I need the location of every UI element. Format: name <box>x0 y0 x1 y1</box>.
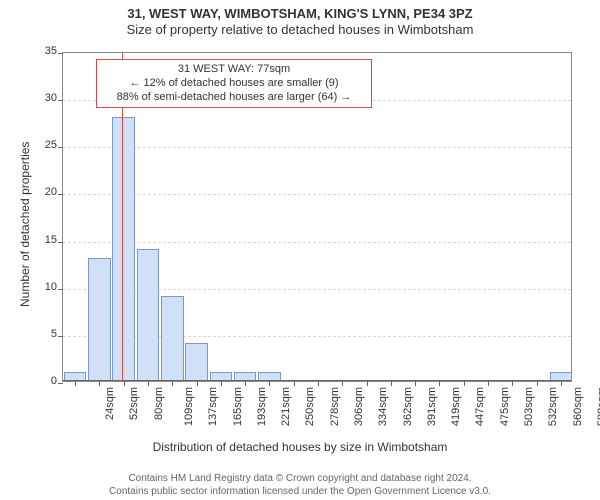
x-tick-label: 24sqm <box>104 387 116 420</box>
annotation-line-2: 88% of semi-detached houses are larger (… <box>105 91 363 105</box>
x-tick-label: 532sqm <box>547 387 559 426</box>
x-tick-label: 278sqm <box>329 387 341 426</box>
footer: Contains HM Land Registry data © Crown c… <box>0 472 600 498</box>
y-tick-label: 30 <box>45 92 63 104</box>
x-tick-label: 52sqm <box>128 387 140 420</box>
x-tick-mark <box>439 381 440 386</box>
x-tick-label: 193sqm <box>256 387 268 426</box>
x-tick-mark <box>415 381 416 386</box>
y-axis-label: Number of detached properties <box>18 142 32 307</box>
x-tick-label: 334sqm <box>377 387 389 426</box>
x-tick-label: 447sqm <box>475 387 487 426</box>
x-tick-label: 109sqm <box>183 387 195 426</box>
x-tick-mark <box>488 381 489 386</box>
x-tick-mark <box>367 381 368 386</box>
x-tick-mark <box>197 381 198 386</box>
y-tick-mark <box>58 383 63 384</box>
x-tick-mark <box>99 381 100 386</box>
y-tick-label: 35 <box>45 45 63 57</box>
x-tick-mark <box>464 381 465 386</box>
y-tick-mark <box>58 242 63 243</box>
x-tick-mark <box>172 381 173 386</box>
x-tick-mark <box>318 381 319 386</box>
x-tick-label: 560sqm <box>572 387 584 426</box>
gridline <box>63 147 571 148</box>
x-axis-label: Distribution of detached houses by size … <box>0 440 600 454</box>
page-title-line2: Size of property relative to detached ho… <box>0 22 600 38</box>
bar <box>112 117 135 381</box>
page-title-line1: 31, WEST WAY, WIMBOTSHAM, KING'S LYNN, P… <box>0 6 600 22</box>
x-tick-label: 362sqm <box>402 387 414 426</box>
x-tick-label: 475sqm <box>499 387 511 426</box>
y-tick-label: 20 <box>45 186 63 198</box>
x-tick-mark <box>245 381 246 386</box>
x-tick-mark <box>561 381 562 386</box>
x-tick-label: 588sqm <box>596 387 600 426</box>
annotation-line-0: 31 WEST WAY: 77sqm <box>105 63 363 77</box>
x-tick-mark <box>148 381 149 386</box>
x-tick-mark <box>537 381 538 386</box>
bar <box>185 343 208 381</box>
y-tick-mark <box>58 336 63 337</box>
x-tick-label: 165sqm <box>232 387 244 426</box>
x-tick-label: 250sqm <box>305 387 317 426</box>
y-tick-mark <box>58 289 63 290</box>
x-tick-mark <box>75 381 76 386</box>
y-tick-label: 15 <box>45 234 63 246</box>
x-tick-label: 306sqm <box>353 387 365 426</box>
bar <box>137 249 160 381</box>
x-tick-label: 419sqm <box>450 387 462 426</box>
x-tick-mark <box>294 381 295 386</box>
footer-line-1: Contains public sector information licen… <box>0 485 600 498</box>
y-tick-mark <box>58 194 63 195</box>
x-tick-mark <box>342 381 343 386</box>
y-tick-label: 10 <box>45 281 63 293</box>
bar <box>161 296 184 381</box>
footer-line-0: Contains HM Land Registry data © Crown c… <box>0 472 600 485</box>
annotation-box: 31 WEST WAY: 77sqm ← 12% of detached hou… <box>96 59 372 108</box>
x-tick-label: 221sqm <box>280 387 292 426</box>
x-tick-mark <box>269 381 270 386</box>
bar <box>88 258 111 381</box>
x-tick-label: 391sqm <box>426 387 438 426</box>
gridline <box>63 194 571 195</box>
x-tick-mark <box>391 381 392 386</box>
y-tick-label: 25 <box>45 139 63 151</box>
baseline <box>63 380 571 381</box>
x-tick-label: 503sqm <box>523 387 535 426</box>
x-tick-label: 80sqm <box>153 387 165 420</box>
x-tick-label: 137sqm <box>207 387 219 426</box>
x-tick-mark <box>221 381 222 386</box>
y-tick-mark <box>58 147 63 148</box>
figure: { "title": { "line1": "31, WEST WAY, WIM… <box>0 6 600 500</box>
x-tick-mark <box>124 381 125 386</box>
y-tick-mark <box>58 53 63 54</box>
annotation-line-1: ← 12% of detached houses are smaller (9) <box>105 77 363 91</box>
y-tick-label: 5 <box>51 328 63 340</box>
gridline <box>63 242 571 243</box>
y-tick-mark <box>58 100 63 101</box>
x-tick-mark <box>512 381 513 386</box>
y-tick-label: 0 <box>51 375 63 387</box>
